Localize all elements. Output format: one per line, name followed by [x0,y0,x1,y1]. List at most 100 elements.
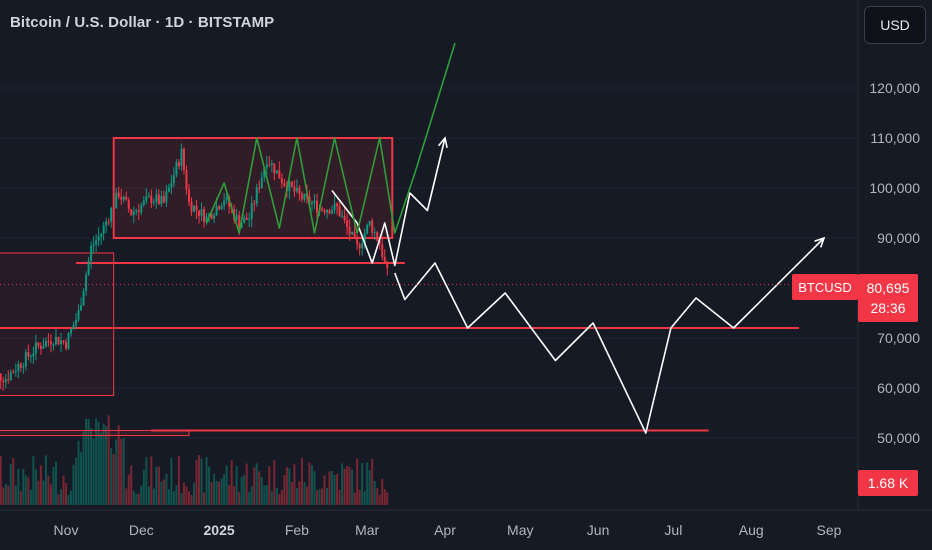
volume-bar [208,466,211,505]
volume-bar [135,493,138,505]
volume-bar [198,455,201,505]
time-tick-label: Feb [284,522,309,538]
volume-bar [228,484,231,505]
range-zone [112,137,394,239]
candle-body [49,341,52,345]
candle-body [225,197,228,201]
volume-bar [243,475,246,505]
candle-body [283,182,286,187]
candle-body [7,379,10,381]
candle-body [14,371,17,373]
range-zones [0,137,394,436]
volume-bar [142,469,145,505]
price-tick-label: 120,000 [869,80,920,96]
candle-body [165,191,168,203]
volume-bar [42,480,45,505]
volume-bar [12,457,15,505]
candle-body [172,175,175,184]
bar-countdown: 28:36 [870,300,906,316]
volume-bar [371,458,374,505]
candle-body [205,216,208,223]
volume-bar [356,458,359,505]
volume-bar [308,462,311,505]
candle-body [331,210,334,214]
volume-bar [59,489,62,505]
volume-bar [85,418,88,505]
volume-bar [263,485,266,505]
candle-body [160,195,163,204]
volume-bar [230,460,233,505]
volume-bar [341,463,344,505]
volume-bar [77,440,80,505]
time-tick-label: Aug [738,522,764,538]
candle-body [288,181,291,192]
candle-body [321,208,324,210]
volume-bar [203,492,206,505]
candle-body [4,379,7,383]
volume-bar [328,471,331,505]
candle-body [341,216,344,218]
volume-bar [145,457,148,505]
candle-body [293,186,296,192]
volume-bar [313,471,316,505]
candle-body [67,333,70,349]
candle-body [260,177,263,189]
volume-bar [351,469,354,505]
candle-body [268,164,271,166]
volume-bar [290,481,293,505]
volume-bar [0,456,2,505]
candle-body [275,170,278,174]
candle-body [27,352,30,357]
time-tick-label: Jul [664,522,683,538]
volume-bar [280,490,283,505]
volume-tag: 1.68 K [858,470,918,496]
volume-bar [323,475,326,505]
candle-body [200,209,203,216]
volume-bar [273,460,276,505]
time-tick-label: Apr [434,522,456,538]
candle-body [52,344,55,346]
volume-bar [363,491,366,505]
candle-body [265,164,268,169]
volume-bar [305,486,308,505]
volume-bar [80,452,83,505]
volume-bar [47,476,50,505]
volume-bar [72,464,75,505]
candle-body [378,240,381,245]
volume-bar [248,491,251,505]
volume-bar [315,490,318,505]
candle-body [245,217,248,220]
candle-body [348,227,351,235]
candle-body [155,194,158,202]
candle-body [263,168,266,178]
candle-body [132,211,135,216]
time-tick-label: Mar [355,522,380,538]
volume-bar [39,465,42,505]
volume-bar [213,473,216,505]
volume-bar [155,466,158,505]
volume-bar [298,481,301,505]
volume-bar [268,466,271,505]
volume-bar [260,477,263,505]
candle-body [376,232,379,241]
volume-bar [49,484,52,505]
candle-body [328,210,331,214]
candle-body [70,329,73,334]
volume-bar [67,494,70,505]
volume-bar [97,421,100,505]
volume-bar [165,473,168,505]
candle-body [150,195,153,203]
chart-title: Bitcoin / U.S. Dollar · 1D · BITSTAMP [10,14,275,31]
candle-body [353,231,356,237]
candlestick-series [0,143,389,391]
candle-body [170,183,173,188]
candle-body [255,187,258,204]
currency-button[interactable]: USD [864,6,926,44]
candle-body [32,353,35,357]
volume-bar [52,467,55,505]
candle-body [338,206,341,217]
candle-body [105,221,108,226]
candle-body [187,189,190,202]
candle-body [310,202,313,205]
